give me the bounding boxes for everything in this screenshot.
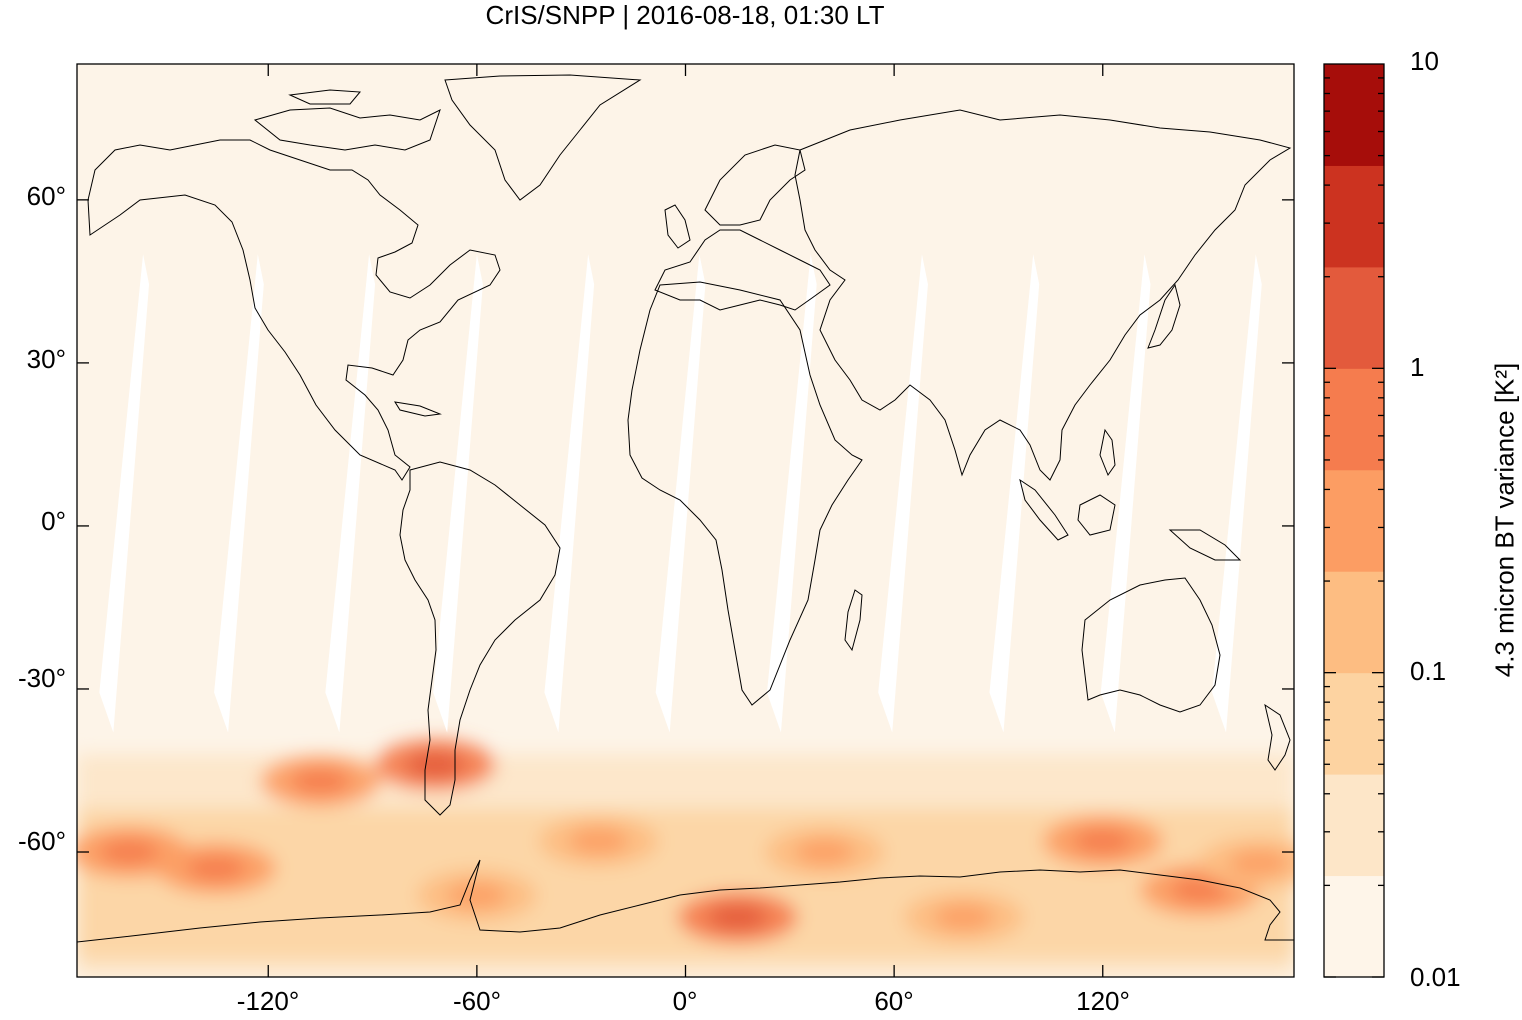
coast-borneo: [1077, 494, 1116, 536]
y-tick-label: -30°: [18, 663, 66, 693]
orbit-gap: [1100, 254, 1151, 733]
orbit-gap: [1212, 254, 1262, 733]
coast-arctic-islands: [253, 107, 441, 151]
colorbar-tick-label: 0.1: [1410, 656, 1447, 686]
coast-greenland: [444, 74, 642, 201]
coast-africa: [627, 281, 863, 706]
orbit-gap: [878, 254, 928, 733]
colorbar-swatch: [1324, 368, 1384, 471]
orbit-gap: [99, 254, 150, 733]
colorbar-swatch: [1324, 571, 1384, 674]
orbit-gaps: [99, 254, 1262, 733]
y-tick-label: 0°: [41, 506, 66, 536]
coast-scandinavia: [704, 144, 806, 226]
colorbar-title: 4.3 micron BT variance [K²]: [1489, 362, 1520, 678]
variance-hotspot-core: [99, 839, 160, 866]
variance-hotspot-core: [1229, 849, 1290, 876]
coast-sumatra: [1019, 478, 1069, 541]
variance-hotspot-core: [1170, 877, 1231, 904]
coast-cuba: [393, 401, 442, 417]
map-title: CrIS/SNPP | 2016-08-18, 01:30 LT: [485, 0, 885, 30]
colorbar-swatch: [1324, 266, 1384, 369]
variance-hotspot-core: [290, 768, 351, 795]
x-tick-label: -120°: [236, 986, 300, 1016]
colorbar-ticks: [1324, 77, 1384, 978]
x-tick-label: 60°: [874, 986, 914, 1016]
coast-uk: [664, 204, 691, 249]
variance-hotspot-core: [446, 882, 507, 909]
colorbar-frame: [1323, 63, 1385, 978]
coastlines: [77, 74, 1294, 943]
variance-hotspot-core: [707, 904, 768, 931]
y-tick-label: 30°: [26, 344, 66, 374]
x-tick-label: -60°: [453, 986, 501, 1016]
orbit-gap: [214, 254, 264, 733]
variance-hotspot-core: [794, 839, 855, 866]
coast-madagascar: [844, 589, 863, 652]
variance-hotspot-core: [1072, 828, 1133, 855]
colorbar-tick-label: 1: [1410, 352, 1425, 382]
colorbar-swatch: [1324, 64, 1384, 166]
variance-hotspot-core: [186, 855, 247, 882]
axis-ticks: [77, 64, 1294, 977]
orbit-gap: [325, 254, 376, 733]
coast-north-america: [87, 139, 501, 481]
colorbar-swatch: [1324, 774, 1384, 877]
variance-hotspot-core: [568, 828, 629, 855]
variance-field: [77, 739, 1294, 977]
coast-europe: [654, 229, 831, 311]
coast-victoria-island: [288, 89, 362, 105]
map-area: [77, 64, 1294, 977]
colorbar-swatch: [1324, 469, 1384, 572]
colorbar-swatch: [1324, 165, 1384, 268]
coast-philippines: [1099, 428, 1116, 477]
coast-new-guinea: [1168, 529, 1242, 561]
variance-hotspot-core: [933, 904, 994, 931]
colorbar-tick-label: 10: [1410, 46, 1439, 76]
y-tick-label: 60°: [26, 181, 66, 211]
coast-australia: [1081, 577, 1221, 713]
x-tick-label: 0°: [672, 986, 698, 1016]
colorbar-swatch: [1324, 875, 1384, 978]
orbit-gap: [544, 254, 595, 733]
orbit-gap: [989, 254, 1040, 733]
orbit-gap: [766, 254, 817, 733]
coast-south-america: [399, 461, 561, 816]
y-tick-label: -60°: [18, 826, 66, 856]
colorbar-swatch: [1324, 672, 1384, 775]
variance-hotspot-core: [405, 752, 466, 779]
colorbar-tick-label: 0.01: [1410, 962, 1461, 992]
orbit-gap: [655, 254, 706, 733]
orbit-gap: [433, 254, 483, 733]
colorbar: [1324, 64, 1384, 978]
coast-new-zealand: [1264, 703, 1291, 771]
coast-antarctica: [77, 859, 1294, 943]
x-tick-label: 120°: [1076, 986, 1130, 1016]
coast-asia: [794, 109, 1292, 481]
coast-japan: [1147, 283, 1181, 349]
